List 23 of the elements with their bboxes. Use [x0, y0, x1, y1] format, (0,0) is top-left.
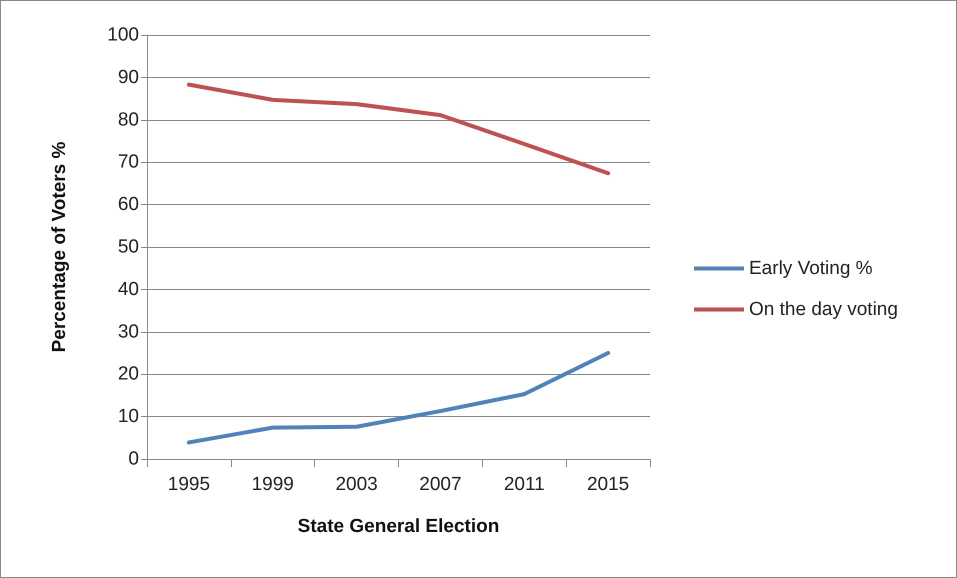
x-tick-label: 2015: [586, 474, 630, 495]
y-tick-label: 0: [128, 448, 139, 470]
y-tick-label: 100: [107, 24, 139, 46]
legend-label: Early Voting %: [749, 258, 873, 279]
x-axis-title: State General Election: [298, 516, 500, 537]
y-tick-label: 30: [118, 321, 139, 342]
y-tick-label: 10: [118, 406, 139, 428]
line-series: [186, 82, 610, 176]
y-tick-label: 70: [118, 152, 139, 173]
y-tick-label: 60: [118, 194, 139, 216]
y-tick-label: 40: [118, 278, 139, 300]
x-tick-label: 1995: [168, 474, 210, 495]
x-tick-label: 2007: [419, 474, 462, 495]
line-series: [186, 351, 610, 444]
x-tick-label: 2003: [335, 474, 378, 495]
x-tick-label: 2011: [504, 474, 545, 495]
y-tick-label: 20: [118, 364, 139, 385]
y-tick-label: 80: [118, 109, 139, 130]
y-axis-title: Percentage of Voters %: [49, 141, 70, 352]
y-tick-label: 50: [118, 236, 139, 258]
legend-label: On the day voting: [749, 299, 898, 320]
y-tick-label: 90: [118, 66, 139, 88]
x-tick-label: 1999: [252, 474, 294, 495]
